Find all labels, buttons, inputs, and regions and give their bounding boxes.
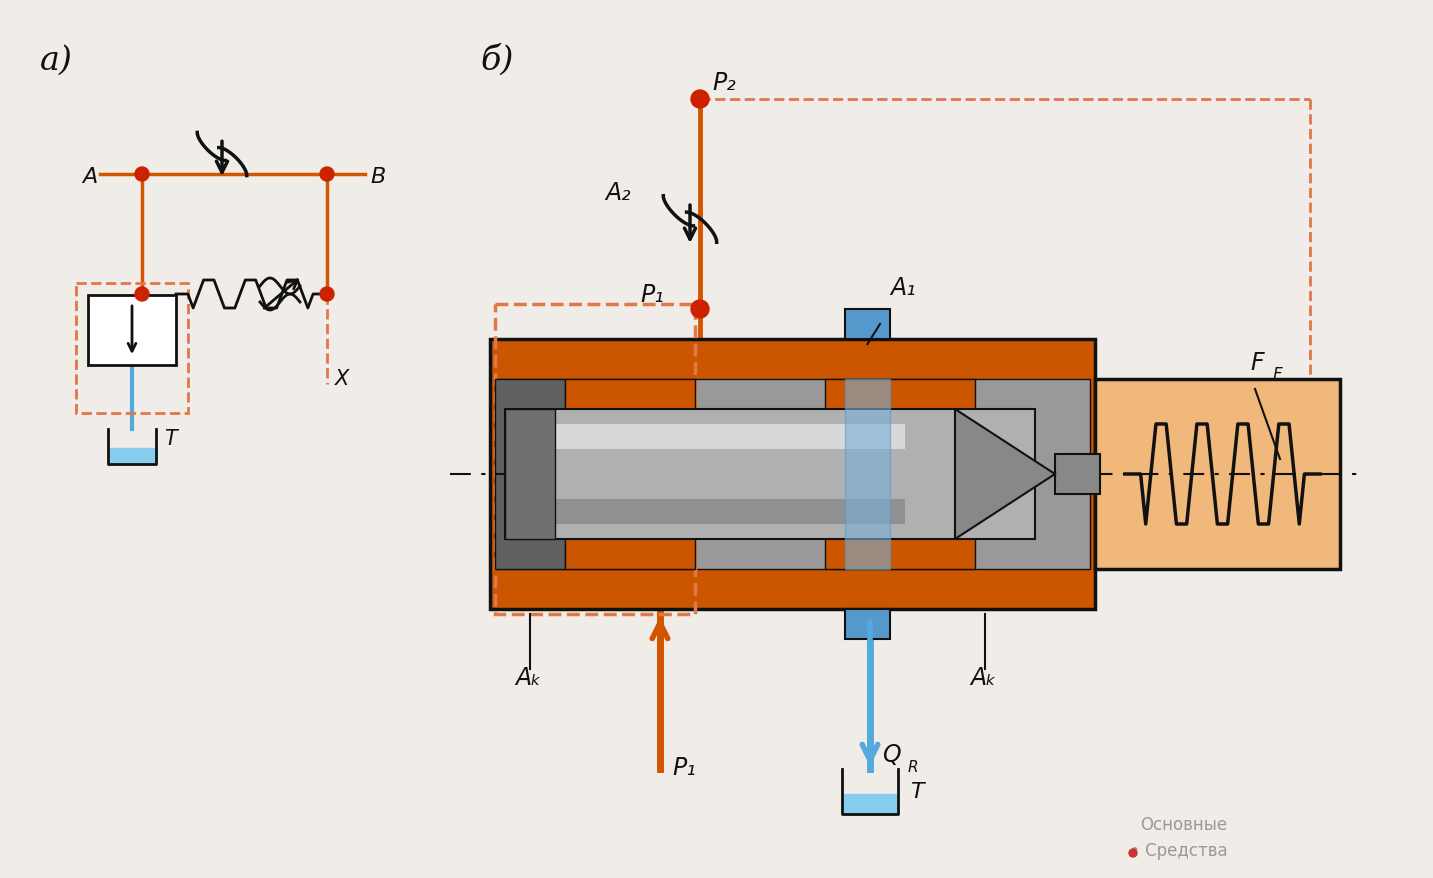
Text: P₁: P₁: [672, 755, 696, 779]
Text: B: B: [370, 167, 385, 187]
Bar: [504, 409, 1035, 539]
Text: T: T: [163, 428, 176, 449]
Bar: [494, 305, 695, 615]
Text: б): б): [480, 45, 513, 77]
Bar: [845, 379, 890, 569]
Text: Основные: Основные: [1141, 815, 1227, 833]
Text: • Средства: • Средства: [1131, 841, 1228, 859]
Text: X: X: [335, 369, 350, 389]
Bar: [76, 284, 188, 414]
Bar: [490, 340, 1095, 609]
Bar: [845, 310, 890, 340]
Text: A: A: [82, 167, 97, 187]
Text: Aₖ: Aₖ: [514, 666, 542, 689]
Circle shape: [691, 300, 709, 319]
Text: R: R: [909, 759, 919, 774]
Text: F: F: [1250, 350, 1264, 375]
Text: P₁: P₁: [641, 283, 663, 306]
Bar: [565, 379, 695, 569]
Circle shape: [320, 168, 334, 182]
Circle shape: [135, 168, 149, 182]
Text: A₁: A₁: [890, 276, 916, 299]
Bar: [494, 379, 565, 569]
Bar: [1095, 379, 1340, 569]
Text: Q: Q: [881, 742, 900, 766]
Circle shape: [320, 288, 334, 302]
Bar: [524, 500, 906, 524]
Polygon shape: [843, 794, 898, 814]
Polygon shape: [107, 449, 156, 464]
Text: A₂: A₂: [605, 181, 631, 205]
Bar: [845, 609, 890, 639]
Bar: [825, 379, 974, 569]
Bar: [524, 425, 906, 450]
Circle shape: [691, 91, 709, 109]
Text: T: T: [910, 781, 924, 801]
Text: F: F: [1273, 365, 1283, 384]
Polygon shape: [954, 409, 1055, 539]
Bar: [1055, 455, 1101, 494]
Bar: [494, 379, 1091, 569]
Text: P₂: P₂: [712, 71, 735, 95]
Bar: [87, 296, 176, 365]
Text: а): а): [40, 45, 73, 77]
Circle shape: [135, 288, 149, 302]
Text: Aₖ: Aₖ: [970, 666, 996, 689]
Circle shape: [1129, 849, 1136, 857]
Bar: [504, 409, 555, 539]
